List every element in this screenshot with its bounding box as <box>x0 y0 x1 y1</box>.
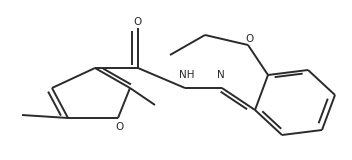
Text: O: O <box>246 34 254 44</box>
Text: NH: NH <box>179 70 195 80</box>
Text: N: N <box>218 70 225 80</box>
Text: O: O <box>116 122 124 132</box>
Text: O: O <box>134 17 142 27</box>
